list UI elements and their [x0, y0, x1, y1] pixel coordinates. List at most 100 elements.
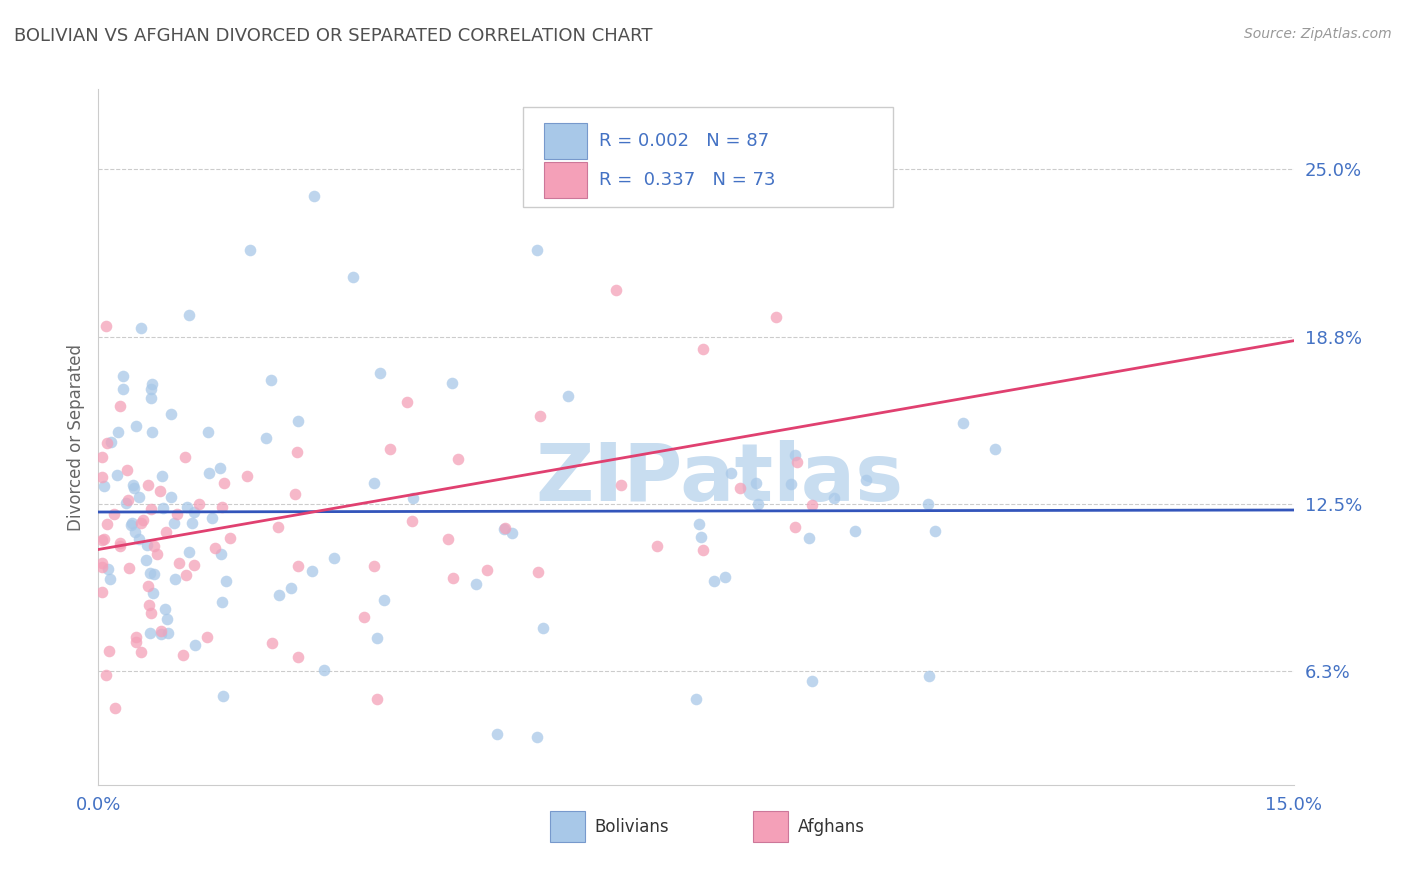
Point [280, 581, 302, 595]
Text: Source: ZipAtlas.com: Source: ZipAtlas.com [1244, 27, 1392, 41]
Point [267, 520, 290, 534]
Point [176, 500, 198, 514]
Point [218, 532, 240, 546]
Point [91, 450, 114, 465]
Point [301, 564, 323, 578]
Point [153, 601, 176, 615]
Point [366, 692, 388, 706]
Point [924, 524, 946, 538]
Point [104, 701, 127, 715]
Point [765, 310, 787, 324]
Point [91, 560, 114, 574]
Point [690, 530, 713, 544]
Point [437, 532, 460, 546]
Point [529, 409, 551, 423]
Point [112, 382, 135, 396]
Point [747, 497, 769, 511]
Point [91, 557, 114, 571]
Point [156, 612, 179, 626]
Point [501, 525, 523, 540]
Point [138, 626, 160, 640]
Point [323, 551, 346, 566]
Point [645, 539, 668, 553]
Point [183, 558, 205, 573]
FancyBboxPatch shape [523, 106, 893, 208]
Point [823, 491, 845, 506]
Point [441, 571, 464, 585]
Point [136, 579, 159, 593]
FancyBboxPatch shape [544, 161, 588, 198]
Point [93, 533, 115, 547]
Point [918, 668, 941, 682]
Point [108, 539, 131, 553]
Point [465, 576, 488, 591]
Point [855, 473, 877, 487]
Point [744, 476, 766, 491]
Point [692, 342, 714, 356]
Point [141, 425, 163, 440]
Point [447, 452, 470, 467]
Point [100, 434, 122, 449]
Point [121, 516, 143, 531]
Point [105, 467, 128, 482]
Point [125, 635, 148, 649]
Point [111, 369, 134, 384]
Point [342, 269, 364, 284]
Point [401, 514, 423, 528]
Point [150, 627, 173, 641]
Point [302, 189, 325, 203]
Point [797, 531, 820, 545]
Point [97, 562, 120, 576]
Point [373, 593, 395, 607]
Point [685, 692, 707, 706]
Point [139, 566, 162, 581]
Point [108, 399, 131, 413]
Point [475, 563, 498, 577]
Point [152, 501, 174, 516]
Point [287, 558, 309, 573]
Point [131, 513, 153, 527]
Point [378, 442, 401, 456]
Point [284, 487, 307, 501]
Point [167, 556, 190, 570]
Text: BOLIVIAN VS AFGHAN DIVORCED OR SEPARATED CORRELATION CHART: BOLIVIAN VS AFGHAN DIVORCED OR SEPARATED… [14, 27, 652, 45]
Point [713, 570, 735, 584]
Text: R = 0.002   N = 87: R = 0.002 N = 87 [599, 132, 769, 151]
Point [173, 450, 195, 464]
Point [363, 559, 385, 574]
Point [141, 391, 163, 405]
Point [117, 493, 139, 508]
Point [212, 476, 235, 491]
Point [139, 607, 162, 621]
Point [239, 243, 262, 257]
Point [91, 533, 114, 548]
Point [401, 491, 423, 506]
Point [138, 599, 160, 613]
Point [183, 638, 205, 652]
Point [368, 366, 391, 380]
Point [172, 648, 194, 662]
Text: Bolivians: Bolivians [595, 818, 669, 836]
Point [844, 524, 866, 538]
Point [135, 552, 157, 566]
Point [485, 727, 508, 741]
Point [107, 425, 129, 439]
Point [720, 466, 742, 480]
Point [142, 567, 165, 582]
Point [703, 574, 725, 588]
Point [183, 504, 205, 518]
Point [120, 518, 142, 533]
Point [142, 585, 165, 599]
Point [118, 561, 141, 575]
Point [128, 532, 150, 546]
Point [254, 431, 277, 445]
Point [984, 442, 1007, 456]
Point [163, 516, 186, 531]
FancyBboxPatch shape [544, 123, 588, 160]
Point [129, 516, 152, 531]
Point [208, 461, 231, 475]
Point [786, 455, 808, 469]
Point [125, 630, 148, 644]
Point [440, 376, 463, 390]
Point [115, 463, 138, 477]
